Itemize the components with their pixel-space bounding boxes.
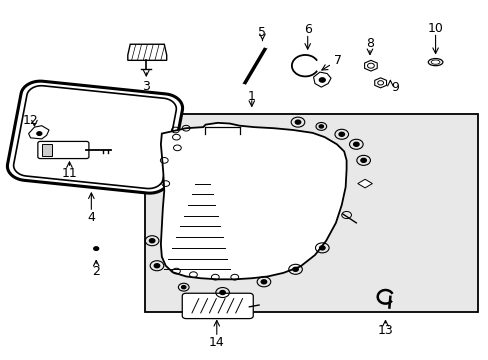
Text: 14: 14 (208, 336, 224, 349)
Circle shape (154, 264, 160, 268)
Text: 11: 11 (61, 167, 77, 180)
Text: 8: 8 (365, 37, 373, 50)
Circle shape (319, 78, 325, 82)
Text: 9: 9 (390, 81, 398, 94)
Polygon shape (29, 126, 49, 139)
Bar (144, 114, 477, 312)
Text: 1: 1 (247, 90, 255, 103)
Circle shape (353, 142, 358, 146)
Circle shape (295, 120, 300, 124)
Circle shape (263, 41, 272, 48)
Text: 5: 5 (258, 26, 266, 39)
Text: 7: 7 (333, 54, 341, 67)
Polygon shape (127, 44, 166, 60)
Text: 10: 10 (427, 22, 443, 35)
Circle shape (261, 280, 266, 284)
Circle shape (149, 239, 155, 243)
Circle shape (37, 132, 41, 135)
Circle shape (319, 125, 323, 128)
Polygon shape (14, 86, 176, 189)
Circle shape (338, 132, 344, 136)
Circle shape (181, 285, 185, 289)
Circle shape (237, 84, 246, 91)
Ellipse shape (427, 59, 442, 66)
Circle shape (86, 242, 106, 256)
FancyBboxPatch shape (182, 293, 253, 319)
Ellipse shape (430, 60, 439, 64)
Circle shape (94, 247, 99, 250)
Circle shape (305, 62, 314, 69)
Text: 2: 2 (92, 265, 100, 278)
Circle shape (90, 244, 102, 253)
Polygon shape (313, 72, 330, 87)
Bar (41, 144, 52, 156)
Circle shape (360, 158, 366, 162)
Polygon shape (161, 123, 346, 279)
Text: 12: 12 (22, 114, 39, 127)
Circle shape (220, 291, 225, 294)
Polygon shape (7, 81, 182, 193)
FancyBboxPatch shape (38, 141, 89, 158)
Text: 3: 3 (142, 80, 150, 93)
Polygon shape (364, 60, 376, 71)
Circle shape (292, 267, 298, 271)
Circle shape (319, 246, 325, 250)
Text: 13: 13 (377, 324, 392, 337)
Polygon shape (357, 179, 372, 188)
Text: 4: 4 (87, 211, 95, 224)
Polygon shape (374, 78, 386, 88)
Text: 6: 6 (303, 23, 311, 36)
